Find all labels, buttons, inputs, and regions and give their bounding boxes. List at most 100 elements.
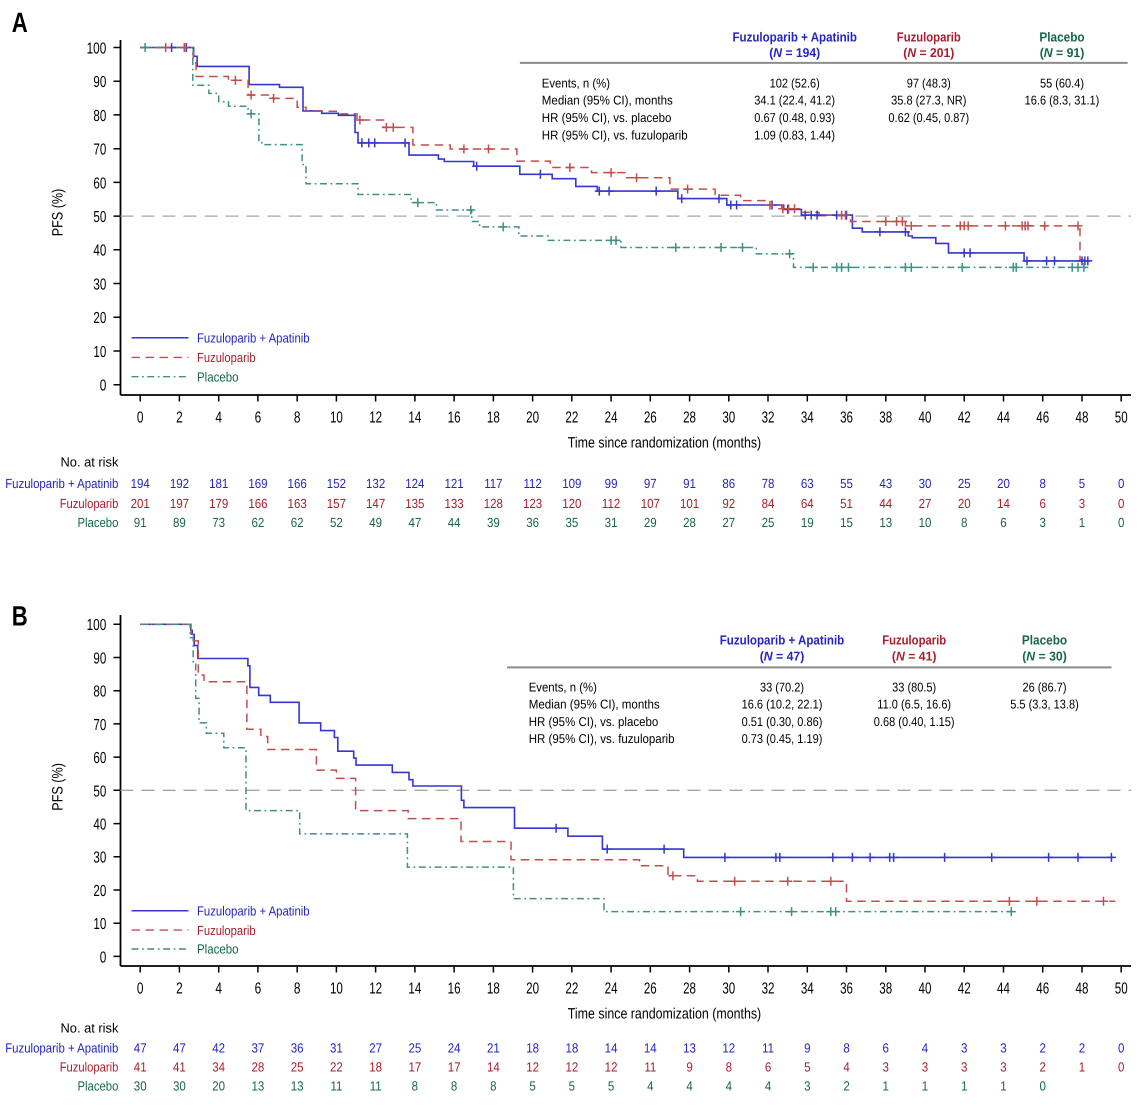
- svg-text:Median (95% CI), months: Median (95% CI), months: [542, 93, 673, 108]
- svg-text:21: 21: [487, 1041, 500, 1056]
- svg-text:147: 147: [366, 496, 385, 511]
- svg-text:2: 2: [176, 410, 183, 427]
- svg-text:(N = 30): (N = 30): [1022, 648, 1067, 663]
- svg-text:8: 8: [843, 1041, 849, 1056]
- svg-text:4: 4: [686, 1079, 692, 1094]
- svg-text:30: 30: [919, 476, 932, 491]
- svg-text:11: 11: [330, 1079, 342, 1094]
- svg-text:5: 5: [529, 1079, 535, 1094]
- svg-text:91: 91: [134, 515, 147, 530]
- svg-text:36: 36: [291, 1041, 304, 1056]
- svg-text:5.5 (3.3, 13.8): 5.5 (3.3, 13.8): [1010, 697, 1079, 712]
- svg-text:No. at risk: No. at risk: [61, 1021, 119, 1036]
- svg-text:17: 17: [408, 1060, 421, 1075]
- svg-text:30: 30: [93, 276, 106, 293]
- svg-text:18: 18: [526, 1041, 539, 1056]
- svg-text:3: 3: [883, 1060, 889, 1075]
- svg-text:121: 121: [445, 476, 464, 491]
- svg-text:1.09 (0.83, 1.44): 1.09 (0.83, 1.44): [754, 127, 835, 142]
- svg-text:1: 1: [1079, 515, 1085, 530]
- svg-text:112: 112: [602, 496, 620, 511]
- svg-text:11: 11: [644, 1060, 656, 1075]
- svg-text:3: 3: [1079, 496, 1085, 511]
- svg-text:2: 2: [1040, 1060, 1046, 1075]
- svg-text:13: 13: [291, 1079, 304, 1094]
- svg-text:2: 2: [176, 981, 183, 998]
- svg-text:40: 40: [93, 243, 106, 260]
- svg-text:20: 20: [212, 1079, 225, 1094]
- svg-text:37: 37: [252, 1041, 265, 1056]
- svg-text:Placebo: Placebo: [1039, 30, 1084, 45]
- svg-text:42: 42: [958, 981, 971, 998]
- svg-text:Fuzuloparib + Apatinib: Fuzuloparib + Apatinib: [5, 1041, 118, 1056]
- svg-text:84: 84: [762, 496, 775, 511]
- svg-text:4: 4: [647, 1079, 653, 1094]
- svg-text:43: 43: [879, 476, 892, 491]
- svg-text:36: 36: [840, 981, 853, 998]
- svg-text:90: 90: [93, 74, 106, 91]
- svg-text:42: 42: [958, 410, 971, 427]
- svg-text:20: 20: [526, 410, 539, 427]
- svg-text:0: 0: [1118, 496, 1124, 511]
- svg-text:17: 17: [448, 1060, 461, 1075]
- svg-text:8: 8: [294, 981, 301, 998]
- svg-text:97 (48.3): 97 (48.3): [907, 75, 951, 90]
- svg-text:169: 169: [248, 476, 267, 491]
- svg-text:20: 20: [526, 981, 539, 998]
- svg-text:12: 12: [605, 1060, 618, 1075]
- svg-text:Fuzuloparib: Fuzuloparib: [60, 496, 119, 511]
- svg-text:4: 4: [765, 1079, 771, 1094]
- svg-text:(N = 194): (N = 194): [769, 45, 820, 60]
- svg-text:41: 41: [173, 1060, 186, 1075]
- svg-text:27: 27: [722, 515, 735, 530]
- svg-text:Fuzuloparib: Fuzuloparib: [197, 923, 256, 938]
- svg-text:12: 12: [722, 1041, 735, 1056]
- svg-text:30: 30: [93, 850, 106, 867]
- svg-text:HR (95% CI), vs. placebo: HR (95% CI), vs. placebo: [542, 110, 672, 125]
- svg-text:Fuzuloparib + Apatinib: Fuzuloparib + Apatinib: [732, 30, 857, 45]
- svg-text:132: 132: [366, 476, 385, 491]
- svg-text:HR (95% CI), vs. fuzuloparib: HR (95% CI), vs. fuzuloparib: [529, 731, 675, 746]
- svg-text:12: 12: [369, 981, 382, 998]
- svg-text:8: 8: [294, 410, 301, 427]
- svg-text:6: 6: [255, 410, 262, 427]
- svg-text:4: 4: [726, 1079, 732, 1094]
- svg-text:166: 166: [288, 476, 307, 491]
- svg-text:5: 5: [608, 1079, 614, 1094]
- svg-text:0: 0: [137, 410, 144, 427]
- svg-text:25: 25: [762, 515, 775, 530]
- svg-text:63: 63: [801, 476, 814, 491]
- svg-text:22: 22: [565, 410, 578, 427]
- svg-text:60: 60: [93, 175, 106, 192]
- svg-text:26: 26: [644, 981, 657, 998]
- svg-text:10: 10: [93, 916, 106, 933]
- svg-text:22: 22: [565, 981, 578, 998]
- svg-text:16.6 (10.2, 22.1): 16.6 (10.2, 22.1): [742, 697, 823, 712]
- svg-text:5: 5: [804, 1060, 810, 1075]
- svg-text:39: 39: [487, 515, 500, 530]
- svg-text:49: 49: [369, 515, 382, 530]
- svg-text:18: 18: [565, 1041, 578, 1056]
- svg-text:30: 30: [722, 410, 735, 427]
- svg-text:15: 15: [840, 515, 853, 530]
- svg-text:20: 20: [958, 496, 971, 511]
- svg-text:3: 3: [804, 1079, 810, 1094]
- svg-text:14: 14: [997, 496, 1010, 511]
- svg-text:64: 64: [801, 496, 814, 511]
- svg-text:24: 24: [448, 1041, 461, 1056]
- svg-text:97: 97: [644, 476, 657, 491]
- svg-text:73: 73: [212, 515, 225, 530]
- svg-text:18: 18: [487, 410, 500, 427]
- svg-text:42: 42: [212, 1041, 225, 1056]
- svg-text:117: 117: [484, 476, 502, 491]
- svg-text:3: 3: [1000, 1041, 1006, 1056]
- svg-text:0.67 (0.48, 0.93): 0.67 (0.48, 0.93): [754, 110, 835, 125]
- svg-text:27: 27: [369, 1041, 382, 1056]
- svg-text:0: 0: [137, 981, 144, 998]
- svg-text:16: 16: [448, 410, 461, 427]
- svg-text:20: 20: [93, 310, 106, 327]
- svg-text:32: 32: [762, 981, 775, 998]
- svg-text:163: 163: [288, 496, 307, 511]
- svg-text:100: 100: [87, 617, 107, 634]
- svg-text:41: 41: [134, 1060, 147, 1075]
